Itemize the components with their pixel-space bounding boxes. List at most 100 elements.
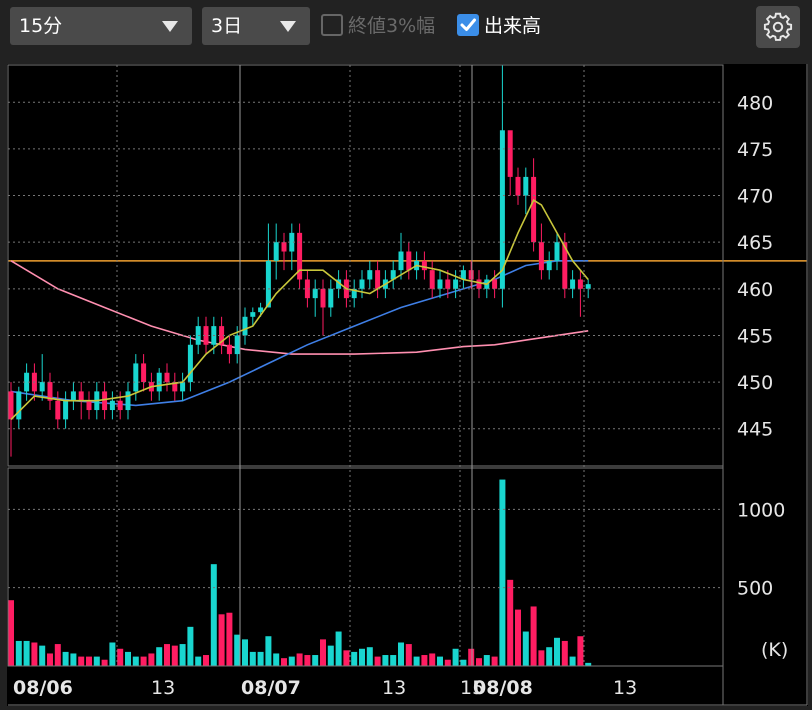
volume-bar [296, 653, 303, 666]
close-pct-checkbox[interactable] [321, 14, 343, 36]
interval-select[interactable]: 15分 [10, 7, 192, 45]
candle-up [453, 279, 459, 289]
candle-down [429, 270, 435, 289]
volume-bar [86, 656, 92, 666]
candle-down [47, 382, 53, 401]
volume-checkbox[interactable] [457, 14, 479, 36]
volume-bar [327, 645, 334, 666]
candle-up [258, 307, 264, 313]
candle-down [562, 242, 568, 289]
volume-bar [429, 653, 436, 666]
candle-up [585, 284, 591, 289]
volume-bar [125, 651, 131, 666]
volume-bar [382, 655, 389, 666]
candle-up [460, 270, 466, 280]
volume-bar [164, 644, 170, 666]
candle-up [336, 279, 342, 289]
candle-up [187, 344, 193, 383]
candle-up [234, 335, 240, 355]
time-tick-label: 13 [613, 677, 637, 699]
candle-up [499, 130, 505, 289]
volume-bar [109, 642, 116, 666]
volume-bar [195, 656, 202, 666]
price-chart [8, 65, 807, 457]
candle-down [141, 363, 147, 383]
volume-bar [507, 579, 514, 666]
time-tick-label: 13 [151, 677, 175, 699]
ma-mid-line [10, 260, 589, 407]
candle-down [281, 242, 287, 252]
volume-bar [132, 656, 139, 666]
volume-tick-label: 1000 [737, 499, 785, 521]
toolbar: 15分 3日 終値3%幅 出来高 [0, 0, 812, 56]
candle-up [273, 242, 279, 261]
time-tick-label: 13 [382, 677, 406, 699]
candle-down [492, 279, 498, 289]
volume-bar [343, 650, 350, 666]
chevron-down-icon [162, 21, 178, 32]
price-tick-label: 455 [737, 325, 773, 347]
candle-up [242, 316, 248, 336]
candle-up [328, 288, 334, 308]
candle-up [367, 270, 373, 280]
candle-down [219, 326, 225, 345]
volume-bar [187, 626, 194, 666]
volume-bar [483, 655, 490, 666]
volume-bar [561, 640, 568, 666]
volume-bar [390, 655, 397, 666]
volume-bar [218, 614, 225, 666]
volume-bar [54, 644, 61, 666]
chart-panel: 480 475 470 465 460 455 450 445 1000 500 (K) 08/06 1… [7, 64, 808, 706]
candle-down [468, 270, 474, 280]
volume-unit-label: (K) [761, 639, 788, 661]
candle-down [538, 242, 544, 271]
volume-bar [398, 642, 404, 666]
volume-bar [546, 647, 553, 666]
gear-icon [763, 12, 793, 41]
candle-down [421, 260, 427, 271]
time-tick-label: 08/06 [13, 677, 73, 699]
candle-up [250, 312, 256, 317]
volume-bar [359, 648, 365, 666]
volume-bar [460, 659, 467, 666]
volume-bar [179, 644, 186, 666]
candle-down [164, 372, 170, 383]
volume-label: 出来高 [484, 15, 542, 37]
candle-down [86, 400, 92, 411]
candle-up [180, 382, 186, 392]
candle-up [109, 400, 115, 411]
candle-up [437, 279, 443, 289]
volume-bar [39, 645, 46, 666]
ma-short-line [10, 199, 589, 420]
candle-down [117, 400, 123, 411]
volume-bar [437, 656, 443, 666]
chart-axes: 480 475 470 465 460 455 450 445 1000 500 (K) 08/06 1… [7, 64, 808, 706]
volume-bar [249, 651, 256, 666]
volume-bar [320, 639, 326, 666]
price-tick-label: 465 [737, 232, 773, 254]
volume-bar [468, 648, 475, 666]
volume-bar [203, 655, 209, 666]
volume-bar [569, 656, 576, 666]
volume-bar [101, 659, 108, 666]
volume-bar [444, 659, 451, 666]
candle-up [39, 382, 45, 392]
settings-button[interactable] [756, 6, 800, 48]
candle-down [577, 279, 583, 289]
volume-bar [210, 564, 217, 666]
volume-bar [304, 655, 311, 666]
candle-down [203, 326, 209, 345]
volume-bar [47, 653, 53, 666]
volume-bar [117, 648, 124, 666]
candle-up [125, 391, 131, 411]
volume-bar [335, 631, 342, 666]
candle-down [172, 382, 178, 392]
range-select[interactable]: 3日 [202, 7, 310, 45]
candle-down [102, 391, 108, 411]
candle-down [78, 391, 84, 401]
candle-up [289, 232, 295, 252]
time-tick-label: 08/08 [473, 677, 533, 699]
volume-bar [491, 656, 498, 666]
volume-bar [476, 658, 482, 666]
candle-up [390, 270, 396, 280]
